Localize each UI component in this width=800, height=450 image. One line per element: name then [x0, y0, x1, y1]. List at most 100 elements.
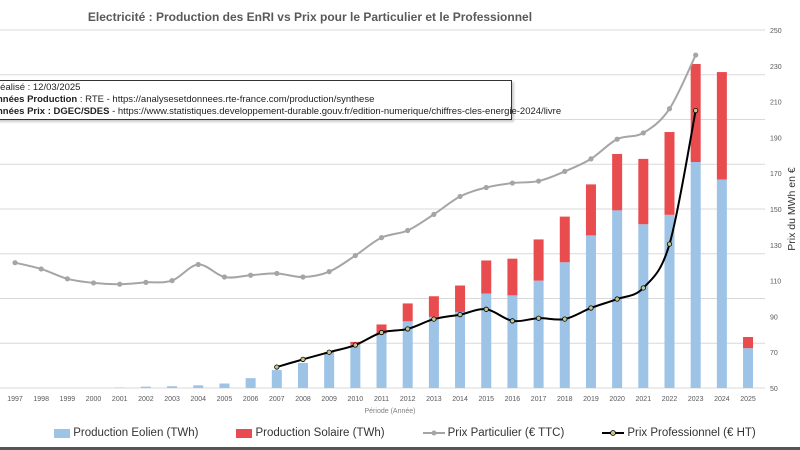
bar-solaire: [428, 296, 439, 317]
info-price-label: nnées Prix : DGEC/SDES: [0, 106, 110, 117]
x-tick-label: 2001: [112, 396, 128, 403]
bar-eolien: [638, 224, 649, 388]
prix-particulier-point: [300, 274, 306, 280]
bar-eolien: [324, 352, 335, 388]
prix-particulier-point: [64, 276, 70, 282]
bar-eolien: [376, 333, 387, 388]
prix-professionnel-line: [276, 110, 697, 369]
y-right-tick-label: 150: [770, 207, 782, 214]
x-tick-label: 2022: [662, 396, 678, 403]
chart-title: Electricité : Production des EnRI vs Pri…: [87, 10, 533, 24]
legend-marker-particulier: [422, 430, 445, 436]
prix-particulier-point: [248, 272, 254, 278]
prix-particulier-point: [457, 193, 463, 200]
legend-label: Prix Particulier (€ TTC): [447, 427, 565, 439]
x-tick-label: 2019: [583, 396, 599, 403]
prix-professionnel-point: [352, 342, 358, 348]
info-production-source: nnées Production : RTE - https://analyse…: [0, 94, 511, 106]
bottom-border: [0, 447, 800, 450]
legend-marker-professionnel: [602, 430, 625, 436]
x-tick-label: 2013: [426, 396, 442, 403]
x-tick-label: 2018: [557, 396, 573, 403]
prix-professionnel-point: [509, 318, 516, 324]
prix-particulier-point: [38, 266, 44, 272]
bar-solaire: [585, 184, 596, 236]
bar-solaire: [507, 258, 518, 296]
bar-eolien: [245, 378, 256, 388]
x-tick-label: 2003: [164, 396, 180, 403]
legend-label: Production Eolien (TWh): [73, 427, 199, 439]
legend-swatch-eolien: [54, 428, 71, 438]
bar-eolien: [481, 293, 492, 388]
bar-solaire: [481, 260, 492, 294]
x-tick-label: 2023: [688, 396, 704, 403]
bar-solaire: [559, 216, 570, 263]
prix-particulier-point: [195, 261, 201, 268]
prix-particulier-point: [588, 156, 594, 162]
prix-particulier-point: [90, 280, 97, 286]
prix-professionnel-point: [666, 241, 673, 247]
x-tick-label: 2024: [714, 396, 730, 403]
x-tick-label: 1998: [33, 396, 49, 403]
prix-particulier-point: [326, 269, 332, 275]
bar-solaire: [376, 324, 387, 334]
prix-professionnel-point: [431, 316, 437, 322]
x-tick-label: 2000: [86, 396, 102, 403]
x-tick-label: 2011: [374, 396, 389, 403]
prix-professionnel-point: [300, 356, 306, 362]
bar-eolien: [350, 344, 361, 388]
y-right-tick-label: 50: [770, 386, 778, 393]
x-tick-label: 2008: [295, 396, 311, 403]
prix-particulier-point: [405, 227, 411, 234]
prix-professionnel-point: [562, 316, 568, 322]
prix-professionnel-point: [274, 364, 280, 370]
bar-eolien: [507, 295, 518, 388]
info-production-value: : RTE - https://analysesetdonnees.rte-fr…: [77, 94, 375, 105]
x-tick-label: 2002: [138, 396, 154, 403]
bar-eolien: [219, 383, 230, 388]
prix-professionnel-point: [588, 305, 594, 311]
prix-professionnel-point: [535, 315, 542, 321]
prix-particulier-point: [614, 136, 620, 142]
prix-professionnel-point: [640, 285, 646, 291]
prix-particulier-point: [378, 235, 385, 241]
legend-label: Production Solaire (TWh): [255, 427, 385, 439]
prix-professionnel-point: [614, 296, 620, 302]
prix-particulier-point: [12, 260, 18, 266]
x-tick-label: 2009: [321, 396, 337, 403]
bar-eolien: [167, 386, 178, 388]
legend-item-particulier: Prix Particulier (€ TTC): [422, 427, 565, 439]
bar-eolien: [716, 179, 727, 388]
bar-solaire: [664, 132, 675, 215]
prix-particulier-point: [640, 130, 646, 136]
bar-eolien: [271, 370, 282, 388]
prix-particulier-point: [117, 281, 123, 287]
bar-eolien: [559, 262, 570, 388]
x-tick-label: 2020: [609, 396, 625, 403]
prix-particulier-point: [535, 178, 542, 184]
bar-solaire: [743, 336, 754, 349]
y-right-tick-label: 250: [770, 28, 782, 35]
x-tick-label: 2015: [478, 396, 494, 403]
bar-solaire: [455, 285, 466, 312]
info-production-label: nnées Production: [0, 94, 78, 105]
info-date: réalisé : 12/03/2025: [0, 82, 81, 93]
prix-particulier-point: [274, 270, 280, 277]
x-tick-label: 2006: [243, 396, 259, 403]
x-tick-label: 2007: [269, 396, 285, 403]
prix-particulier-point: [143, 279, 149, 285]
bar-eolien: [140, 386, 151, 388]
prix-professionnel-point: [693, 107, 699, 114]
prix-particulier-point: [221, 274, 228, 280]
prix-professionnel-point: [483, 306, 489, 312]
prix-particulier-point: [666, 106, 673, 112]
x-tick-label: 2014: [452, 396, 468, 403]
bar-eolien: [533, 280, 544, 388]
y-right-tick-label: 230: [770, 64, 782, 71]
bar-solaire: [716, 72, 727, 180]
x-tick-label: 2016: [505, 396, 521, 403]
info-price-source: nnées Prix : DGEC/SDES - https://www.sta…: [0, 106, 561, 118]
y-right-tick-label: 70: [770, 350, 778, 357]
prix-professionnel-point: [326, 349, 332, 355]
